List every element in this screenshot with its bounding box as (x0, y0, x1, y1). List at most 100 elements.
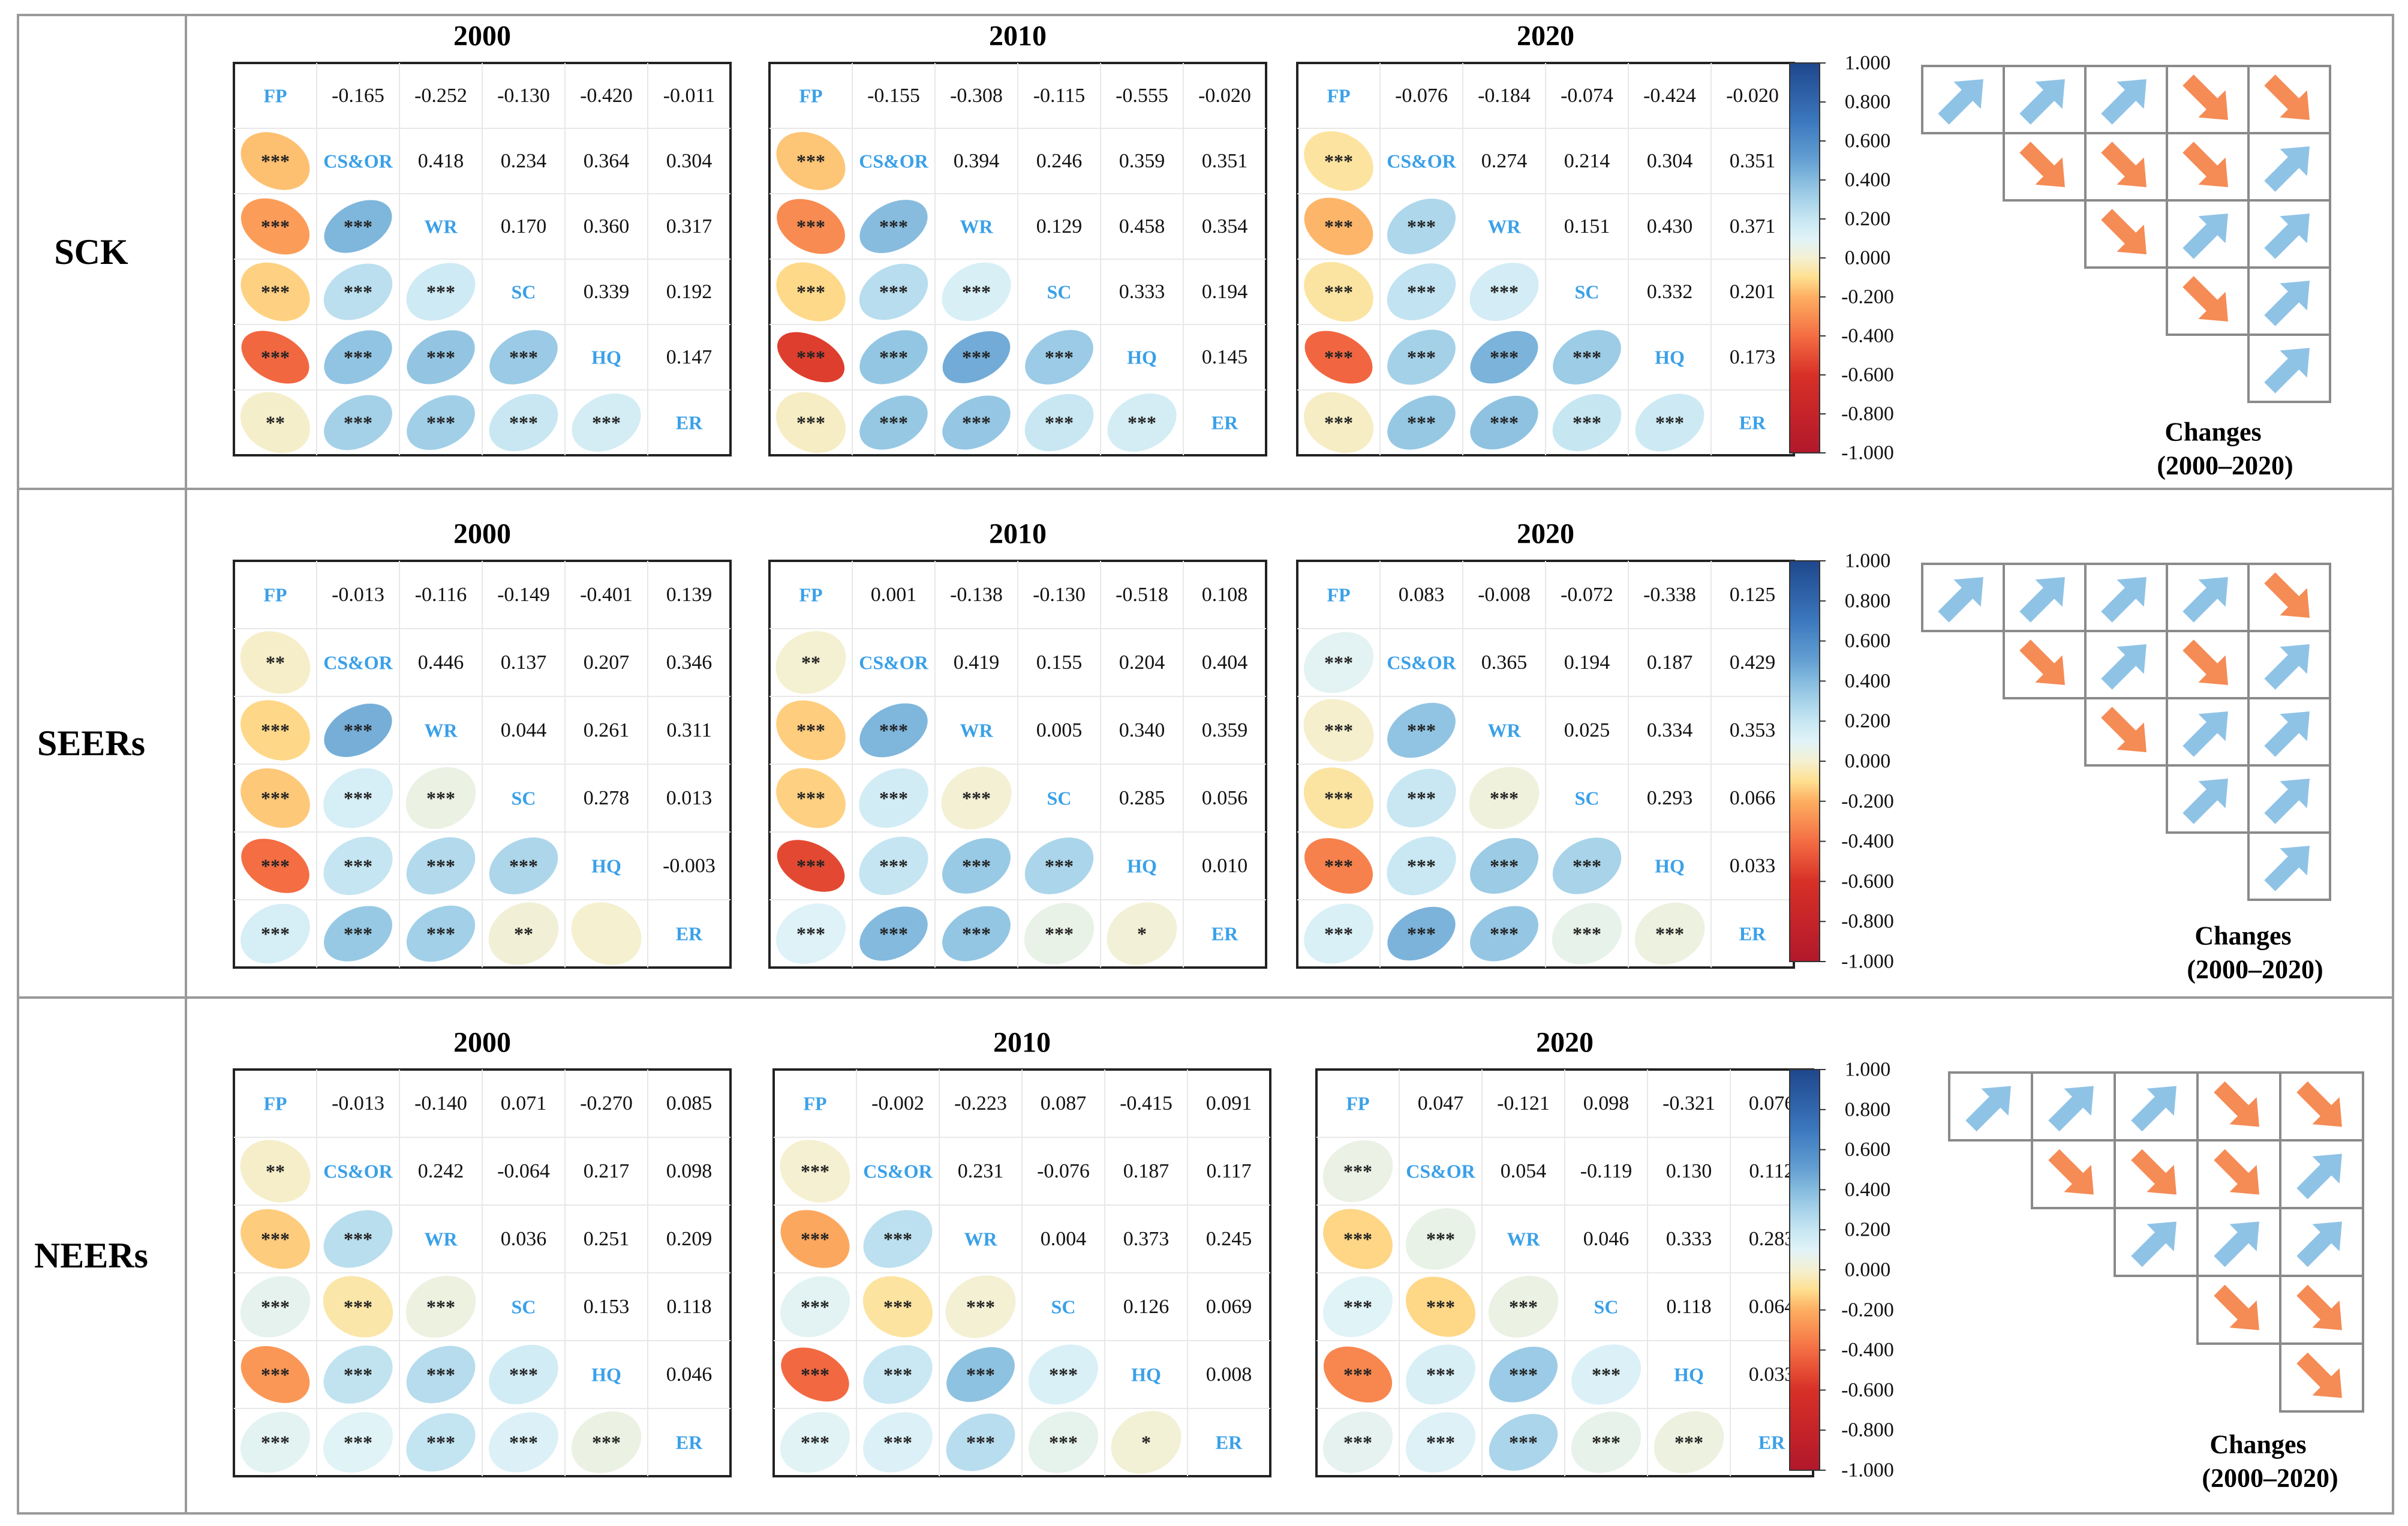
region-label: SCK (54, 232, 128, 272)
correlation-ellipse (323, 1210, 393, 1268)
correlation-ellipse (324, 395, 392, 450)
correlation-ellipse (323, 263, 393, 320)
arrow-shape (2182, 214, 2228, 259)
correlation-value: 0.145 (1202, 346, 1248, 368)
correlation-value: 0.419 (954, 651, 1000, 674)
significance-stars: *** (509, 855, 538, 877)
significance-stars: *** (1490, 412, 1519, 434)
correlation-ellipse (489, 330, 558, 384)
significance-stars: *** (1426, 1432, 1455, 1453)
correlation-value: -0.074 (1561, 85, 1613, 107)
significance-stars: *** (1573, 347, 1601, 368)
colorbar-tick-label: -0.200 (1841, 286, 1894, 308)
significance-stars: *** (1573, 412, 1601, 434)
correlation-value: -0.252 (414, 85, 467, 107)
correlation-value: -0.076 (1395, 85, 1448, 107)
significance-stars: *** (261, 923, 290, 945)
arrow-shape (2264, 779, 2310, 824)
significance-stars: *** (344, 720, 372, 741)
significance-stars: *** (1343, 1228, 1372, 1250)
significance-stars: *** (1426, 1364, 1455, 1386)
correlation-value: -0.003 (663, 855, 716, 877)
variable-label: ER (676, 923, 703, 945)
arrow-shape (2048, 1086, 2094, 1132)
correlation-ellipse (776, 132, 846, 190)
correlation-ellipse (1025, 330, 1093, 384)
correlation-ellipse (1488, 1276, 1559, 1338)
correlation-value: 0.153 (584, 1296, 630, 1318)
correlation-value: 0.155 (1036, 651, 1083, 674)
decrease-arrow-icon (2296, 1081, 2342, 1127)
arrow-shape (2264, 214, 2310, 259)
correlation-matrix: 2010 FP CS&OR WR SC HQ ER -0.002 *** -0.223 *** 0.0… (772, 1027, 1271, 1477)
correlation-value: 0.151 (1564, 215, 1610, 238)
significance-stars: *** (796, 923, 825, 945)
decrease-arrow-icon (2048, 1149, 2094, 1195)
variable-label: FP (803, 1093, 826, 1115)
year-title: 2020 (1517, 20, 1574, 52)
significance-stars: *** (883, 1228, 912, 1250)
correlation-value: 0.359 (1202, 719, 1248, 741)
decrease-arrow-icon (2131, 1149, 2176, 1195)
correlation-value: 0.108 (1202, 584, 1248, 606)
increase-arrow-icon (2101, 79, 2147, 125)
correlation-ellipse (777, 332, 845, 383)
significance-stars: *** (1655, 412, 1684, 434)
year-title: 2010 (989, 518, 1047, 550)
significance-stars: *** (1324, 720, 1353, 741)
significance-stars: *** (344, 855, 372, 877)
arrow-shape (2101, 142, 2147, 187)
correlation-value: -0.119 (1580, 1160, 1633, 1182)
correlation-ellipse (1571, 1411, 1642, 1473)
correlation-ellipse (1107, 393, 1177, 452)
changes-period-label: (2000–2020) (2202, 1464, 2338, 1493)
correlation-matrix: 2020 FP CS&OR WR SC HQ ER -0.076 *** -0.184 *** -0.… (1296, 20, 1795, 456)
correlation-value: 0.056 (1202, 787, 1248, 809)
increase-arrow-icon (2131, 1221, 2176, 1267)
correlation-ellipse (241, 903, 310, 964)
significance-stars: *** (796, 720, 825, 741)
arrow-shape (2264, 146, 2310, 192)
significance-stars: *** (1573, 923, 1601, 945)
variable-label: FP (263, 1093, 287, 1115)
correlation-ellipse (780, 1210, 850, 1268)
colorbar-tick-label: 0.400 (1845, 670, 1891, 692)
arrow-shape (2264, 644, 2310, 690)
significance-stars: *** (261, 855, 290, 877)
arrow-shape (2296, 1221, 2342, 1267)
correlation-value: 0.187 (1123, 1160, 1170, 1182)
correlation-ellipse (1303, 767, 1374, 829)
correlation-value: -0.140 (414, 1092, 467, 1115)
correlation-ellipse (1304, 131, 1373, 191)
variable-label: HQ (591, 347, 621, 368)
significance-stars: *** (509, 347, 538, 368)
significance-stars: *** (344, 1228, 372, 1250)
correlation-ellipse (775, 392, 846, 453)
correlation-ellipse (863, 1412, 933, 1473)
correlation-ellipse (780, 1411, 850, 1473)
correlation-value: 0.359 (1119, 150, 1165, 172)
change-cell (2084, 199, 2168, 269)
correlation-ellipse (859, 768, 928, 828)
variable-label: CS&OR (323, 652, 393, 674)
variable-label: HQ (1674, 1364, 1704, 1386)
colorbar-tick-label: 1.000 (1845, 1059, 1891, 1081)
arrow-shape (2182, 577, 2228, 623)
correlation-value: -0.518 (1116, 584, 1168, 606)
significance-stars: * (1141, 1432, 1151, 1453)
year-title: 2000 (453, 518, 511, 550)
significance-stars: *** (1045, 923, 1074, 945)
significance-stars: *** (1490, 347, 1519, 368)
correlation-ellipse (1304, 331, 1373, 384)
correlation-ellipse (1107, 902, 1177, 965)
significance-stars: *** (1343, 1296, 1372, 1318)
correlation-ellipse (489, 393, 558, 452)
variable-label: CS&OR (1387, 151, 1456, 172)
correlation-ellipse (1552, 837, 1622, 894)
correlation-value: 0.076 (1749, 1092, 1795, 1115)
variable-label: CS&OR (323, 1161, 393, 1182)
significance-stars: *** (261, 1228, 290, 1250)
colorbar-tick-label: 0.000 (1845, 1259, 1891, 1281)
significance-stars: *** (1407, 720, 1436, 741)
significance-stars: *** (1045, 347, 1074, 368)
